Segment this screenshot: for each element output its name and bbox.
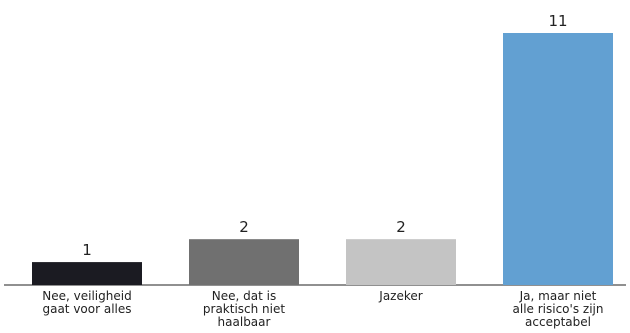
category-labels-group: Nee, veiligheid gaat voor alles Nee, dat i…: [42, 289, 603, 329]
category-label-1: Nee, veiligheid gaat voor alles: [42, 289, 131, 316]
category-label-line: Nee, dat is: [212, 289, 276, 303]
category-label-line: acceptabel: [525, 315, 591, 329]
bars-group: [32, 33, 613, 285]
bar-4: [503, 33, 613, 285]
category-label-line: praktisch niet: [203, 302, 285, 316]
category-label-3: Jazeker: [378, 289, 422, 303]
category-label-4: Ja, maar niet alle risico's zijn acceptabe…: [513, 289, 604, 329]
value-label-4: 11: [548, 12, 567, 30]
bar-2: [189, 239, 299, 285]
bar-1: [32, 262, 142, 285]
value-labels-group: 1 2 2 11: [82, 12, 567, 259]
category-label-line: gaat voor alles: [42, 302, 131, 316]
value-label-1: 1: [82, 241, 92, 259]
category-label-2: Nee, dat is praktisch niet haalbaar: [203, 289, 285, 329]
category-label-line: Jazeker: [378, 289, 422, 303]
category-label-line: haalbaar: [218, 315, 271, 329]
value-label-2: 2: [239, 218, 249, 236]
value-label-3: 2: [396, 218, 406, 236]
category-label-line: alle risico's zijn: [513, 302, 604, 316]
bar-3: [346, 239, 456, 285]
category-label-line: Nee, veiligheid: [42, 289, 131, 303]
category-label-line: Ja, maar niet: [519, 289, 597, 303]
